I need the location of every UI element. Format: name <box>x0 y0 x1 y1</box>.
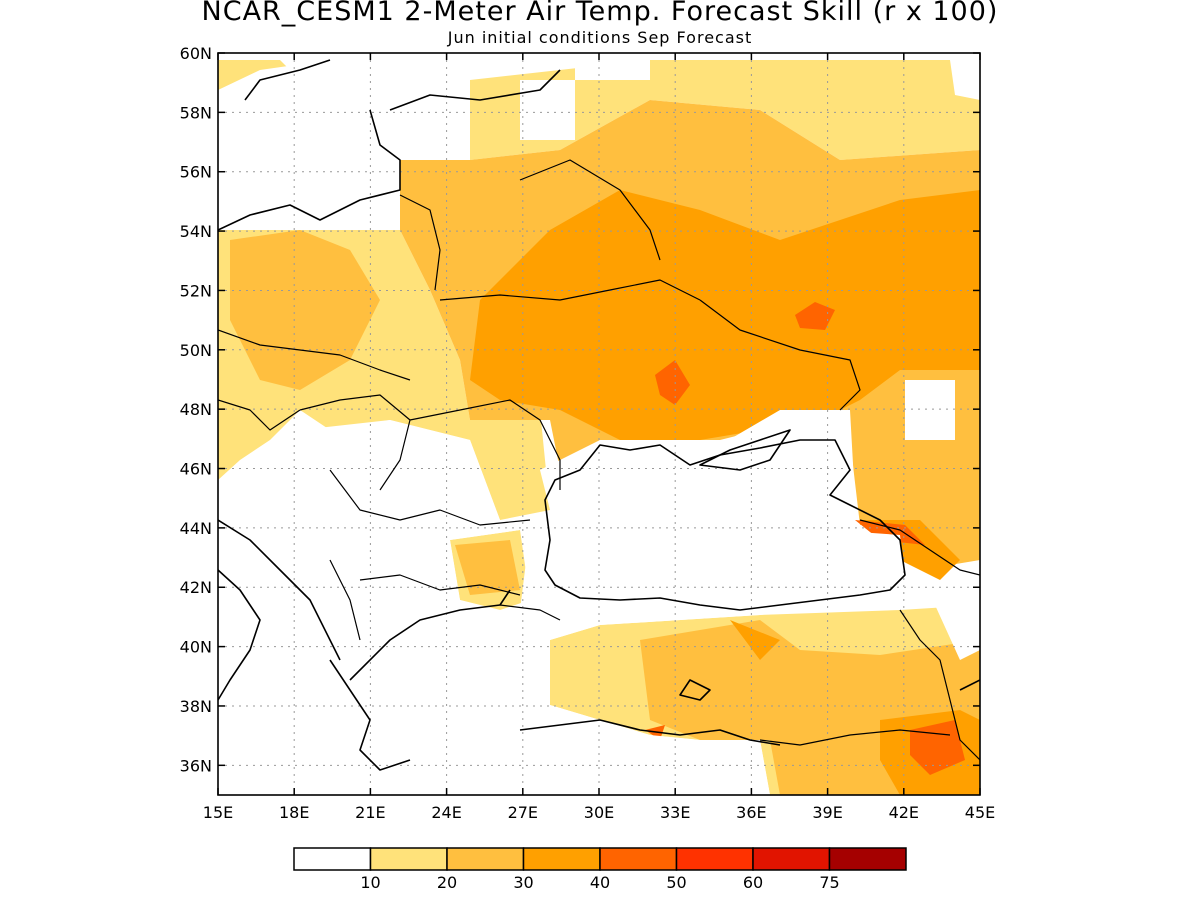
colorbar-label: 50 <box>666 873 686 892</box>
border-balkan-1 <box>329 469 531 526</box>
lon-tick-label: 18E <box>279 803 309 822</box>
lat-tick-label: 50N <box>180 341 212 360</box>
colorbar-swatch <box>522 847 601 871</box>
lat-tick-label: 58N <box>180 103 212 122</box>
coastlines-borders <box>218 59 980 771</box>
colorbar-swatch <box>599 847 678 871</box>
colorbar-swatch <box>828 847 907 871</box>
lat-tick-label: 60N <box>180 44 212 63</box>
coastline-turkey-south <box>519 719 781 746</box>
map-subtitle: Jun initial conditions Sep Forecast <box>447 28 753 47</box>
lat-tick-label: 44N <box>180 519 212 538</box>
shade-hotspot-3 <box>855 520 925 545</box>
colorbar-label: 40 <box>590 873 610 892</box>
lat-tick-label: 36N <box>180 756 212 775</box>
lon-tick-label: 33E <box>660 803 690 822</box>
lat-tick-label: 48N <box>180 400 212 419</box>
border-tr-syria <box>759 729 951 746</box>
coastline-blacksea <box>544 439 906 611</box>
colorbar-label: 75 <box>819 873 839 892</box>
lat-tick-label: 56N <box>180 163 212 182</box>
shade-hotspot-2 <box>655 360 690 405</box>
lon-tick-label: 39E <box>812 803 842 822</box>
shade-north-yellow <box>470 60 980 160</box>
border-hu <box>299 394 411 491</box>
lon-tick-label: 45E <box>965 803 995 822</box>
mask-balkans <box>218 420 770 795</box>
lon-tick-label: 30E <box>584 803 614 822</box>
map-graticule <box>218 53 980 795</box>
coastline-adriatic <box>218 519 341 661</box>
mask-north-square <box>575 60 650 80</box>
colorbar-label: 10 <box>360 873 380 892</box>
colorbar-swatch <box>752 847 831 871</box>
border-tr-north <box>499 604 561 621</box>
border-ua-ru <box>699 299 861 411</box>
border-ru-by <box>519 159 661 261</box>
mask-north-square-2 <box>520 80 575 140</box>
mask-blacksea <box>520 410 905 640</box>
lon-tick-label: 24E <box>431 803 461 822</box>
skill-shading <box>218 60 980 795</box>
lon-tick-label: 36E <box>736 803 766 822</box>
country-borders <box>218 159 980 761</box>
coastline-aegean <box>349 589 511 681</box>
coastline-greece <box>329 659 411 771</box>
colorbar-legend: 10 20 30 40 50 60 75 <box>293 847 907 892</box>
lon-tick-label: 15E <box>203 803 233 822</box>
colorbar-swatch <box>675 847 754 871</box>
border-balkan-2 <box>359 574 521 596</box>
lat-axis: 60N 58N 56N 54N 52N 50N 48N 46N 44N 42N 40N 38N 36N <box>180 44 980 775</box>
lon-tick-label: 21E <box>355 803 385 822</box>
mask-ne-corner <box>950 60 980 100</box>
lon-tick-label: 27E <box>508 803 538 822</box>
border-pl-by <box>399 194 441 291</box>
shade-hotspot-1 <box>795 302 835 330</box>
colorbar-swatch <box>446 847 525 871</box>
coastline-baltic-south <box>218 109 401 231</box>
border-balkan-3 <box>329 559 361 641</box>
lat-tick-label: 52N <box>180 281 212 300</box>
coastline-scandinavia <box>244 59 331 101</box>
coastline-azov <box>699 429 791 471</box>
border-at <box>218 399 301 431</box>
lat-tick-label: 40N <box>180 638 212 657</box>
lat-tick-label: 38N <box>180 697 212 716</box>
mask-east-turkey <box>935 600 980 660</box>
lon-tick-label: 42E <box>889 803 919 822</box>
lon-axis: 15E 18E 21E 24E 27E 30E 33E 36E 39E 42E 45E <box>203 53 995 822</box>
border-caucasus <box>859 519 980 576</box>
shade-ukraine-orange <box>470 190 980 440</box>
border-by-ua <box>439 279 701 301</box>
shade-central-turkey-orange <box>730 620 780 660</box>
lat-tick-label: 54N <box>180 222 212 241</box>
map-title: NCAR_CESM1 2-Meter Air Temp. Forecast Sk… <box>201 0 999 27</box>
border-ro <box>409 399 561 490</box>
border-tr-east <box>899 609 980 761</box>
colorbar-swatch <box>369 847 448 871</box>
shade-hotspot-4 <box>910 720 965 775</box>
mask-volga <box>905 380 955 440</box>
lat-tick-label: 42N <box>180 578 212 597</box>
coastline-italy <box>218 569 261 701</box>
mask-baltic <box>218 60 470 230</box>
border-cz-sk <box>218 329 411 381</box>
coastline-caspian <box>959 679 980 691</box>
coastline-gulf-finland <box>389 69 561 111</box>
colorbar-label: 60 <box>743 873 763 892</box>
coastline-cyprus <box>679 679 711 701</box>
shade-balkan-lorange <box>455 540 520 595</box>
lat-tick-label: 46N <box>180 460 212 479</box>
colorbar-label: 20 <box>437 873 457 892</box>
colorbar-swatch <box>293 847 372 871</box>
colorbar-label: 30 <box>513 873 533 892</box>
